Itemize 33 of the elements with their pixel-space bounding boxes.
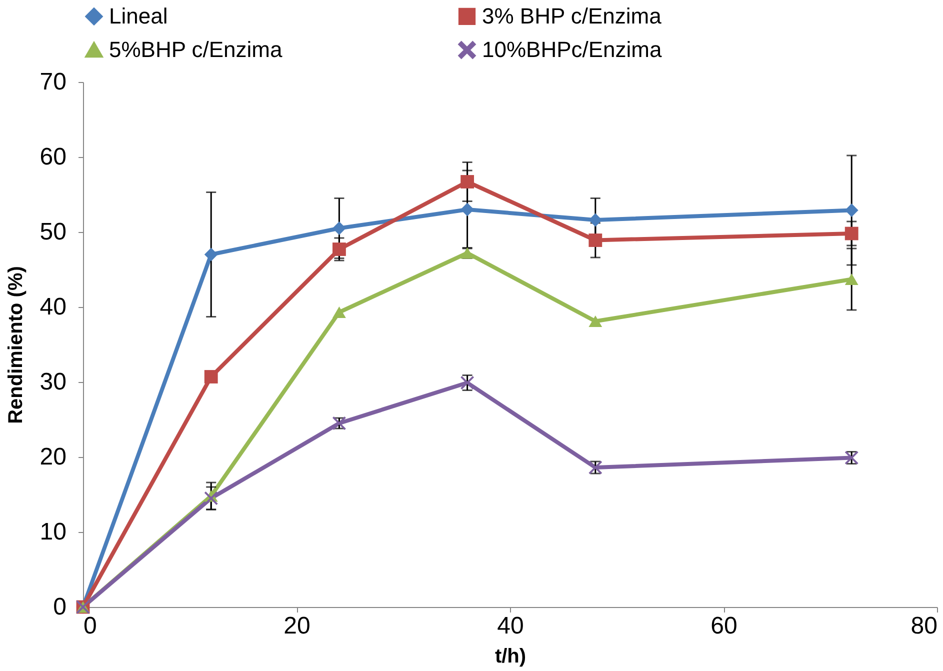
y-tick-label: 60 [40, 144, 66, 170]
point [588, 213, 602, 227]
y-tick-label: 40 [40, 294, 66, 320]
y-tick-label: 20 [40, 444, 66, 470]
point [204, 248, 218, 262]
y-tick-label: 50 [40, 218, 66, 246]
point [332, 222, 346, 235]
point [460, 202, 474, 216]
x-tick-label: 80 [910, 612, 938, 640]
point [204, 492, 218, 505]
point [844, 226, 858, 240]
point [844, 204, 858, 217]
point [588, 315, 602, 328]
legend-label: 5%BHP c/Enzima [109, 37, 283, 62]
legend-label: 10%BHPc/Enzima [482, 37, 663, 62]
legend-label: 3% BHP c/Enzima [482, 3, 662, 28]
x-tick-label: 60 [710, 612, 738, 640]
point [460, 175, 474, 188]
legend-label: Lineal [109, 3, 168, 28]
y-tick-label: 0 [53, 594, 66, 620]
point [332, 306, 346, 318]
y-axis-title: Rendimiento (%) [4, 266, 27, 424]
x-tick-label: 0 [84, 612, 97, 640]
point [588, 234, 602, 247]
y-tick-label: 30 [40, 368, 66, 396]
x-tick-label: 20 [284, 612, 310, 640]
y-tick-label: 70 [40, 68, 66, 96]
point [844, 273, 858, 286]
x-tick-label: 40 [497, 612, 524, 640]
point [332, 242, 346, 256]
point [204, 370, 218, 384]
y-tick-label: 10 [40, 518, 66, 546]
x-axis-title: t/h) [494, 646, 526, 668]
